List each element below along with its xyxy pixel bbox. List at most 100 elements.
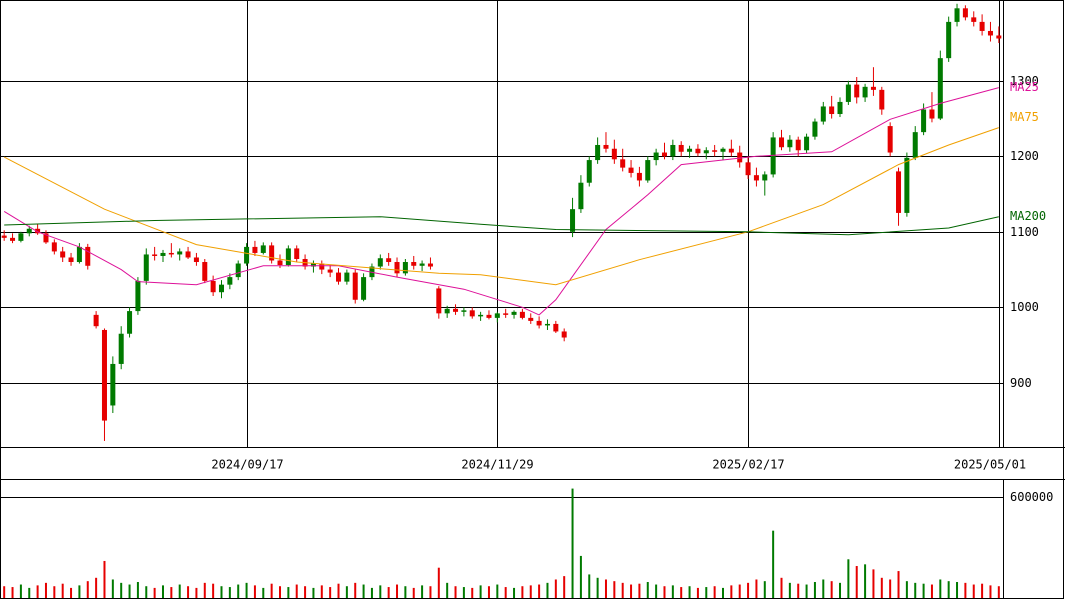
volume-bar — [905, 581, 908, 598]
volume-bar — [763, 581, 766, 598]
candle-body — [737, 152, 743, 163]
volume-bar — [939, 579, 942, 598]
volume-bar — [153, 587, 156, 598]
volume-bar — [680, 587, 683, 598]
candle-body — [661, 152, 667, 157]
volume-bar — [245, 582, 248, 598]
candle-body — [753, 175, 759, 181]
moving-average-line — [3, 87, 999, 316]
volume-bar — [228, 587, 231, 598]
candle-body — [712, 150, 718, 152]
candle-body — [937, 58, 943, 119]
volume-bar — [212, 583, 215, 598]
volume-bar — [287, 587, 290, 598]
candle-body — [804, 136, 810, 151]
volume-bar — [663, 586, 666, 598]
candle-body — [185, 251, 191, 258]
candle-body — [570, 209, 576, 232]
volume-bar — [78, 585, 81, 598]
volume-bar — [563, 576, 566, 598]
candle-body — [904, 157, 910, 213]
volume-bar — [103, 560, 106, 598]
volume-bar — [613, 581, 616, 598]
volume-bar — [521, 586, 524, 598]
volume-bar — [688, 586, 691, 598]
volume-bar — [70, 587, 73, 598]
volume-bar — [747, 582, 750, 598]
volume-bar — [95, 577, 98, 598]
candle-body — [218, 284, 225, 293]
volume-bar — [496, 584, 499, 598]
volume-bar — [429, 586, 432, 598]
candle-body — [870, 86, 876, 90]
volume-bar — [279, 586, 282, 598]
volume-bar — [128, 584, 131, 598]
volume-bar — [479, 585, 482, 598]
volume-bar — [504, 587, 507, 598]
candle-body — [620, 159, 626, 168]
volume-bar — [61, 583, 64, 598]
candle-body — [461, 310, 467, 312]
candle-body — [26, 228, 32, 234]
volume-bar — [638, 583, 641, 598]
volume-bar — [270, 583, 273, 598]
volume-bar — [36, 585, 39, 598]
y-tick-label: 1300 — [1010, 74, 1039, 88]
candle-body — [595, 144, 601, 161]
candle-body — [519, 311, 525, 318]
volume-bar — [120, 582, 123, 598]
candle-body — [227, 277, 233, 285]
candle-body — [294, 248, 300, 259]
volume-bar — [964, 582, 967, 598]
candle-body — [269, 245, 275, 261]
volume-bar — [855, 566, 858, 598]
candle-body — [10, 237, 16, 241]
y-tick-label: 1100 — [1010, 225, 1039, 239]
y-tick-label: 900 — [1010, 376, 1032, 390]
volume-bar — [956, 582, 959, 598]
volume-bar — [696, 587, 699, 598]
volume-bar — [320, 585, 323, 598]
candle-body — [971, 17, 977, 22]
volume-bar — [11, 587, 14, 598]
volume-bar — [513, 587, 516, 598]
candle-body — [645, 160, 651, 181]
volume-bar — [630, 584, 633, 598]
candle-body — [862, 86, 868, 98]
y-tick-label: 1000 — [1010, 300, 1039, 314]
x-tick-label: 2025/02/17 — [712, 458, 784, 472]
candle-body — [76, 246, 82, 263]
volume-bar — [655, 584, 658, 598]
candle-body — [93, 314, 99, 327]
candle-body — [603, 144, 609, 149]
candle-body — [419, 263, 425, 266]
candle-body — [678, 144, 684, 152]
volume-bar — [354, 582, 357, 598]
volume-bar — [839, 582, 842, 598]
candle-body — [285, 248, 291, 266]
candle-body — [946, 21, 952, 59]
volume-bar — [28, 587, 31, 598]
candle-body — [561, 331, 567, 338]
candle-body — [436, 288, 442, 314]
candle-body — [336, 272, 342, 282]
volume-bar — [755, 579, 758, 598]
candle-body — [921, 109, 927, 133]
volume-bar — [671, 585, 674, 598]
volume-bar — [579, 555, 582, 598]
candle-body — [544, 323, 550, 326]
candle-body — [486, 314, 492, 318]
volume-bar — [914, 582, 917, 598]
volume-bar — [872, 569, 875, 598]
candle-body — [319, 263, 325, 270]
candle-body — [444, 308, 450, 314]
candle-body — [244, 246, 250, 264]
volume-bar — [897, 571, 900, 598]
candle-body — [687, 148, 693, 152]
volume-bar — [797, 583, 800, 598]
candle-body — [770, 137, 776, 175]
candle-body — [411, 262, 417, 266]
candle-body — [310, 263, 316, 267]
volume-bar — [721, 587, 724, 598]
